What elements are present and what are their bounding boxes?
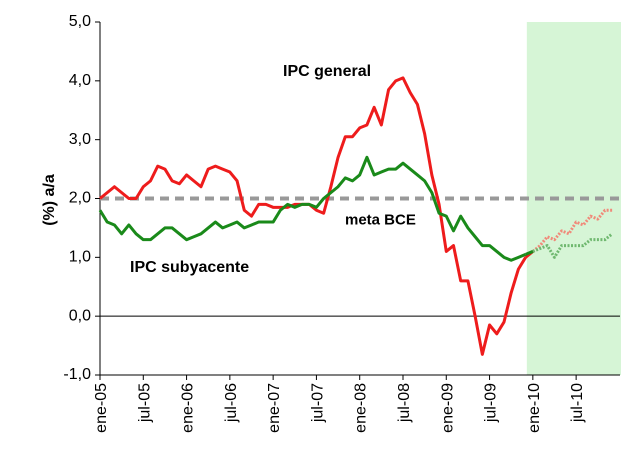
y-tick-label: 1,0 [69,249,91,266]
x-tick-label: ene-08 [353,383,370,433]
y-tick-label: -1,0 [63,366,91,383]
y-tick-label: 4,0 [69,72,91,89]
series-label: IPC general [283,63,371,80]
x-tick-label: jul-10 [569,383,586,423]
y-tick-label: 3,0 [69,131,91,148]
x-tick-label: ene-06 [180,383,197,433]
x-tick-label: ene-07 [266,383,283,433]
series-line [98,155,527,262]
y-axis-label: (%) a/a [41,174,58,226]
y-tick-label: 5,0 [69,13,91,30]
x-tick-label: jul-07 [309,383,326,423]
target-label: meta BCE [345,211,416,228]
x-tick-label: ene-05 [93,383,110,433]
x-tick-label: jul-08 [396,383,413,423]
y-tick-label: 0,0 [69,307,91,324]
x-tick-label: jul-06 [223,383,240,423]
forecast-line [532,232,614,259]
y-tick-label: 2,0 [69,190,91,207]
series-label: IPC subyacente [130,259,249,276]
x-tick-label: ene-09 [439,383,456,433]
forecast-line [531,208,613,253]
x-tick-label: ene-10 [526,383,543,433]
x-tick-label: jul-05 [136,383,153,423]
x-tick-label: jul-09 [483,383,500,423]
series-connector [525,250,534,256]
